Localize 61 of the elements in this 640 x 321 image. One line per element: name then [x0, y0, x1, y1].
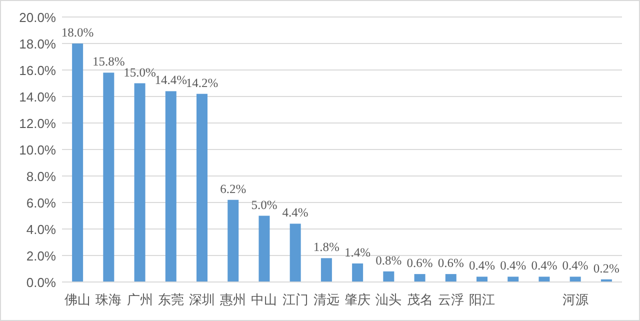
data-label: 0.4%: [531, 258, 558, 273]
bar: [445, 274, 456, 282]
x-tick-label: 惠州: [219, 292, 246, 307]
bar: [258, 216, 270, 282]
data-label: 0.6%: [406, 256, 433, 270]
data-label: 5.0%: [251, 198, 278, 212]
bar: [72, 44, 84, 282]
data-label: 15.8%: [92, 54, 125, 69]
data-label: 14.2%: [186, 76, 218, 90]
y-tick-label: 8.0%: [26, 169, 56, 184]
y-tick-label: 16.0%: [19, 63, 56, 78]
data-label: 0.4%: [468, 258, 496, 273]
data-label: 4.4%: [282, 206, 308, 220]
y-tick-label: 2.0%: [26, 248, 56, 264]
bar: [228, 200, 239, 282]
x-tick-label: 肇庆: [344, 292, 371, 307]
bar: [352, 263, 364, 282]
y-tick-label: 12.0%: [19, 116, 56, 131]
data-label: 0.8%: [376, 253, 402, 268]
y-tick-label: 18.0%: [19, 36, 56, 52]
bar: [508, 276, 519, 282]
x-tick-label: 珠海: [96, 292, 122, 307]
x-tick-label: 东莞: [158, 292, 184, 307]
data-label: 0.6%: [438, 256, 464, 270]
x-tick-label: 河源: [562, 292, 588, 307]
y-tick-label: 20.0%: [19, 10, 56, 25]
x-tick-label: 深圳: [189, 292, 215, 307]
y-tick-label: 10.0%: [19, 142, 56, 158]
bar: [134, 83, 146, 282]
bar: [103, 72, 114, 282]
x-tick-label: 江门: [282, 292, 308, 307]
x-tick-label: 云浮: [438, 292, 464, 307]
bar: [320, 258, 332, 282]
y-tick-label: 4.0%: [26, 222, 56, 237]
data-label: 0.4%: [562, 258, 588, 273]
x-tick-label: 茂名: [406, 292, 433, 307]
bar: [290, 224, 301, 282]
bar: [414, 274, 426, 282]
bar: [196, 94, 208, 282]
bar: [476, 276, 488, 282]
x-tick-label: 广州: [126, 292, 153, 307]
data-label: 1.8%: [313, 240, 340, 254]
x-tick-label: 佛山: [64, 292, 91, 307]
data-label: 15.0%: [124, 65, 156, 80]
bar: [165, 91, 176, 282]
bar: [570, 276, 581, 282]
x-tick-label: 汕头: [376, 292, 402, 307]
y-tick-label: 0.0%: [26, 275, 56, 290]
data-label: 1.4%: [344, 245, 371, 260]
data-label: 0.4%: [500, 258, 526, 273]
data-label: 14.4%: [154, 73, 188, 88]
data-label: 6.2%: [220, 182, 246, 196]
bar: [383, 271, 394, 282]
x-tick-label: 阳江: [469, 292, 495, 307]
y-tick-label: 14.0%: [19, 90, 56, 104]
bar: [538, 276, 550, 282]
data-label: 18.0%: [61, 26, 94, 40]
x-tick-label: 中山: [251, 292, 278, 307]
x-tick-label: 清远: [313, 292, 340, 307]
data-label: 0.2%: [593, 261, 620, 276]
y-tick-label: 6.0%: [26, 196, 56, 210]
